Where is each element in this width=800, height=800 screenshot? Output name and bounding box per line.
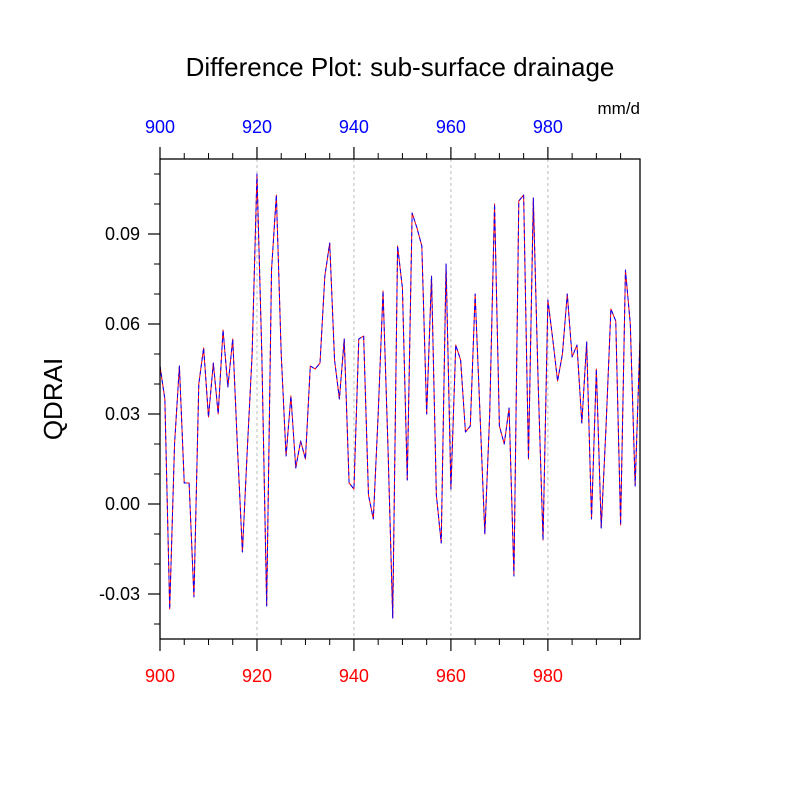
data-series bbox=[159, 173, 641, 619]
x-tick-label-top: 920 bbox=[242, 117, 272, 137]
y-tick-label: 0.03 bbox=[105, 404, 140, 424]
y-tick-label: -0.03 bbox=[99, 584, 140, 604]
x-tick-label-bottom: 980 bbox=[533, 666, 563, 686]
series-line-blue-dashed bbox=[159, 173, 641, 619]
x-tick-label-top: 900 bbox=[145, 117, 175, 137]
x-tick-label-top: 980 bbox=[533, 117, 563, 137]
y-tick-label: 0.06 bbox=[105, 314, 140, 334]
chart-title: Difference Plot: sub-surface drainage bbox=[186, 52, 615, 82]
x-tick-label-bottom: 900 bbox=[145, 666, 175, 686]
series-line-red bbox=[159, 173, 641, 619]
x-tick-label-bottom: 960 bbox=[436, 666, 466, 686]
x-tick-label-bottom: 920 bbox=[242, 666, 272, 686]
x-tick-label-top: 960 bbox=[436, 117, 466, 137]
units-label: mm/d bbox=[598, 99, 641, 118]
tick-labels: 900 920 940 960 980 900 920 940 960 980 -0.03 0.00 0… bbox=[99, 117, 563, 686]
y-tick-label: 0.09 bbox=[105, 224, 140, 244]
grid-lines bbox=[256, 159, 549, 639]
y-tick-label: 0.00 bbox=[105, 494, 140, 514]
axis-ticks bbox=[148, 147, 622, 651]
plot-frame bbox=[159, 158, 641, 640]
x-tick-label-bottom: 940 bbox=[339, 666, 369, 686]
y-axis-label: QDRAI bbox=[38, 358, 68, 440]
x-tick-label-top: 940 bbox=[339, 117, 369, 137]
